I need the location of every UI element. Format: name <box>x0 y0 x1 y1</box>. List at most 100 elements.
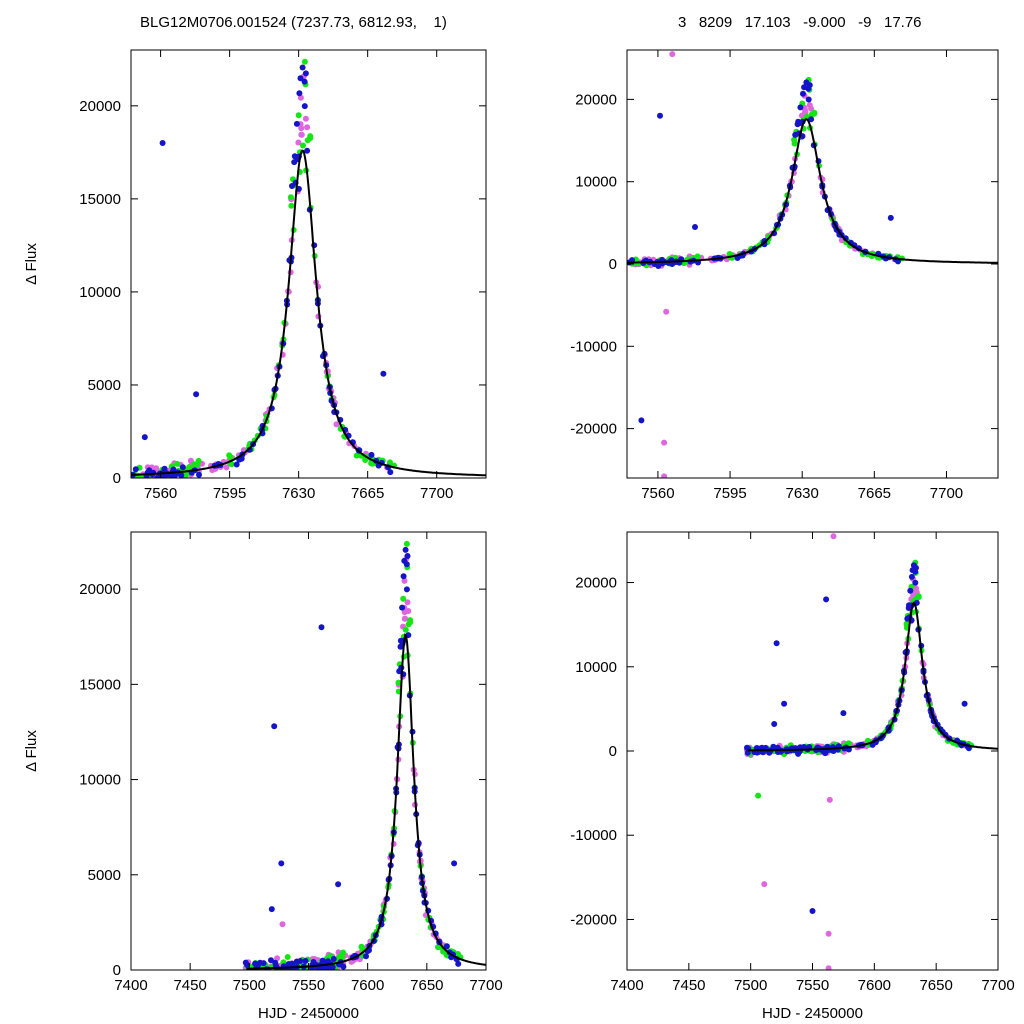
data-point-magenta <box>279 921 286 928</box>
data-point-blue <box>396 668 403 675</box>
data-point-blue <box>302 958 309 964</box>
data-point-blue <box>809 908 816 914</box>
data-point-magenta <box>152 477 156 478</box>
data-point-blue <box>401 557 408 564</box>
data-point-magenta <box>401 609 408 616</box>
data-point-blue <box>296 90 303 97</box>
data-point-blue <box>271 723 278 730</box>
data-point-blue <box>297 75 304 82</box>
data-points <box>131 58 398 478</box>
data-point-blue <box>909 567 916 574</box>
panel-top-right: 7560 7595 7630 7665 7700 -20000 -10000 0 10000 20… <box>570 49 999 502</box>
data-point-blue <box>193 391 200 398</box>
y-tick-label: 20000 <box>79 98 121 115</box>
x-tick-label: 7595 <box>213 485 246 502</box>
y-tick-label: 0 <box>609 743 617 760</box>
data-point-green <box>395 679 402 686</box>
data-point-blue <box>795 118 802 125</box>
data-point-blue <box>330 956 337 962</box>
data-point-blue <box>141 434 148 441</box>
x-tick-label: 7560 <box>641 485 674 502</box>
data-point-blue <box>397 637 404 644</box>
data-point-green <box>405 621 412 628</box>
x-tick-label: 7500 <box>233 977 266 994</box>
y-tick-label: -20000 <box>570 421 617 438</box>
data-point-blue <box>132 466 139 473</box>
data-point-blue <box>293 120 300 127</box>
data-point-magenta <box>806 102 813 109</box>
data-point-blue <box>906 602 912 609</box>
data-point-magenta <box>801 106 808 113</box>
data-point-green <box>148 477 151 478</box>
data-point-green <box>402 626 409 633</box>
data-point-blue <box>840 710 847 717</box>
data-point-blue <box>800 90 806 97</box>
data-point-blue <box>299 64 306 71</box>
x-tick-label: 7700 <box>930 485 963 502</box>
data-points <box>627 51 905 478</box>
data-point-blue <box>196 471 202 478</box>
data-point-blue <box>455 960 462 967</box>
data-point-blue <box>907 587 914 594</box>
data-point-magenta <box>402 615 409 622</box>
data-point-blue <box>781 700 788 707</box>
data-point-green <box>301 58 308 65</box>
data-point-magenta <box>661 473 668 478</box>
x-tick-label: 7595 <box>713 485 746 502</box>
data-point-green <box>300 142 306 149</box>
data-point-blue <box>293 958 300 965</box>
data-point-blue <box>912 579 919 586</box>
data-point-blue <box>692 224 698 230</box>
plot-frame <box>130 49 487 479</box>
x-tick-label: 7400 <box>610 977 643 994</box>
data-point-green <box>304 137 311 144</box>
data-point-green <box>288 202 295 209</box>
data-point-green <box>337 952 344 959</box>
y-tick-label: 20000 <box>575 575 617 592</box>
y-tick-label: -20000 <box>570 911 617 928</box>
y-tick-label: 0 <box>113 470 121 487</box>
y-tick-label: 0 <box>113 962 121 979</box>
data-point-blue <box>387 469 394 476</box>
data-point-green <box>246 970 252 976</box>
data-point-magenta <box>298 125 305 132</box>
data-point-green <box>278 974 284 980</box>
y-tick-label: 20000 <box>79 581 121 598</box>
data-point-blue <box>805 96 812 103</box>
data-point-blue <box>657 112 663 119</box>
data-point-blue <box>380 370 387 377</box>
data-point-blue <box>264 971 270 977</box>
x-tick-label: 7450 <box>672 977 705 994</box>
data-point-magenta <box>295 139 302 146</box>
data-point-blue <box>268 906 275 913</box>
panel-bottom-left: 7400 7450 7500 7550 7600 7650 7700 0 5000 10000 15… <box>23 531 503 1022</box>
data-point-blue <box>403 586 410 593</box>
data-point-blue <box>278 860 285 867</box>
data-point-blue <box>291 153 298 160</box>
data-point-blue <box>272 962 279 969</box>
x-tick-label: 7450 <box>173 977 206 994</box>
data-point-magenta <box>153 465 160 472</box>
y-tick-label: 15000 <box>79 191 121 208</box>
data-point-blue <box>368 451 375 458</box>
x-tick-label: 7600 <box>858 977 891 994</box>
data-point-blue <box>291 159 298 166</box>
data-point-magenta <box>669 51 676 58</box>
data-point-green <box>400 595 407 602</box>
data-point-green <box>903 620 910 627</box>
data-point-blue <box>961 700 968 707</box>
panel-top-left: 7560 7595 7630 7665 7700 0 5000 10000 15000 20000… <box>23 49 487 502</box>
y-tick-label: -10000 <box>570 827 617 844</box>
model-curve <box>627 118 998 264</box>
x-tick-label: 7700 <box>469 977 502 994</box>
data-point-blue <box>289 183 295 189</box>
x-tick-label: 7400 <box>114 977 147 994</box>
data-point-green <box>191 461 198 468</box>
x-tick-label: 7665 <box>858 485 891 502</box>
data-point-blue <box>253 971 259 977</box>
data-point-blue <box>771 721 778 727</box>
plot-frame <box>130 531 487 971</box>
data-point-magenta <box>401 577 408 584</box>
data-point-blue <box>244 971 250 977</box>
x-tick-label: 7630 <box>786 485 819 502</box>
